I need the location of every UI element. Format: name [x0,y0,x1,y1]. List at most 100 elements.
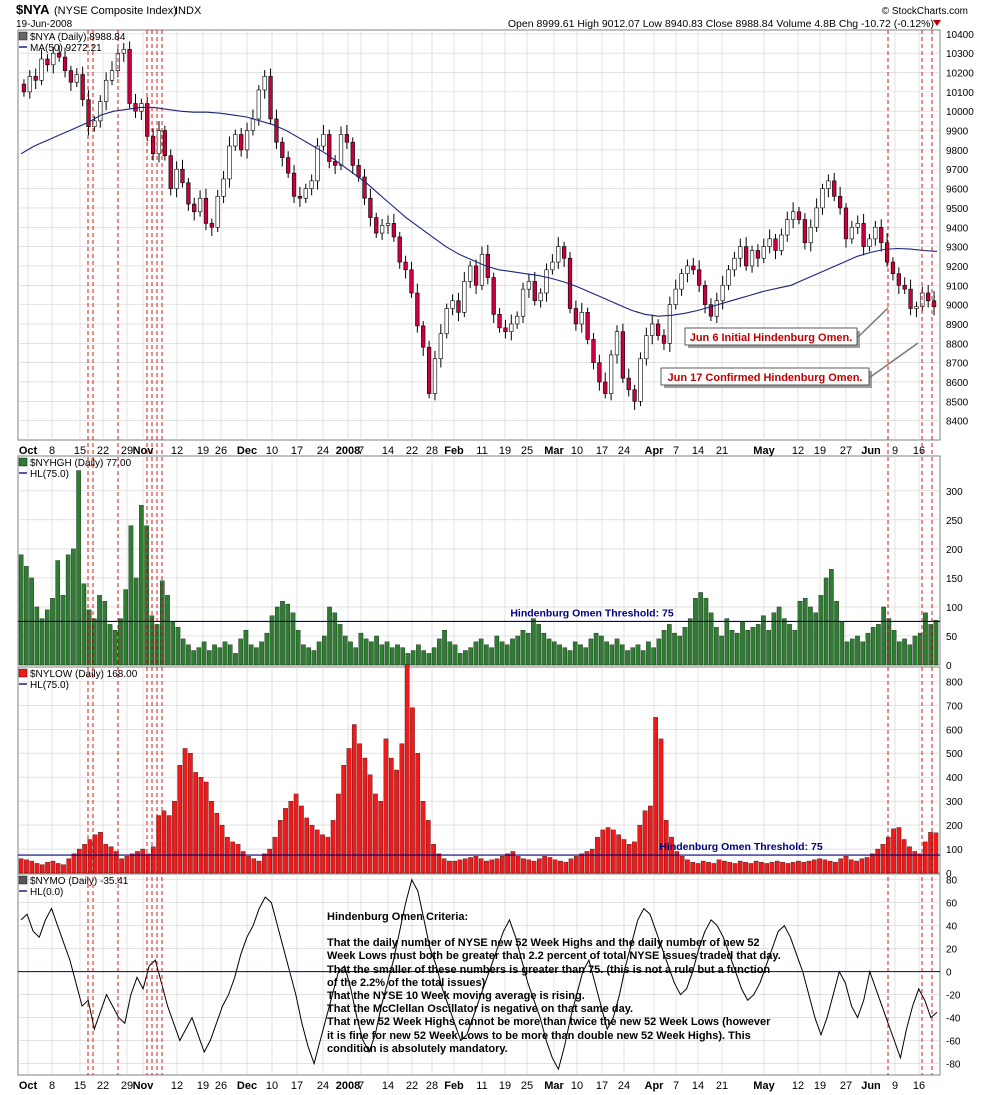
bar [677,635,683,666]
bar [191,650,196,666]
y-tick-label: 800 [946,677,963,688]
bar [416,644,421,666]
bar [254,647,259,666]
candle [409,269,414,294]
bar [238,638,243,666]
x-month-label: Oct [19,1080,38,1092]
candle [397,236,402,263]
callout-pointer [856,307,889,339]
candle [244,130,250,151]
bar [658,738,664,874]
y-tick-label: 8600 [946,378,969,389]
bar [922,841,928,874]
bar [796,860,801,874]
bar [714,627,719,666]
bar [264,632,270,666]
y-tick-label: 9100 [946,281,969,292]
candle [655,323,661,336]
bar [123,589,128,666]
criteria-line: That the McClellan Oscillator is negativ… [327,1003,634,1016]
bar [478,858,484,874]
quote-summary: Open 8999.61 High 9012.07 Low 8940.83 Cl… [508,18,934,30]
bar [626,844,632,874]
bar [907,644,913,666]
bar [421,650,426,666]
callout-box [660,367,870,386]
bar [217,647,223,666]
ma50-line [20,106,938,317]
bar [251,858,257,874]
x-day-label: 19 [814,1080,826,1092]
candle [873,226,878,240]
bar [635,644,641,666]
bar [734,632,740,666]
x-day-label: 10 [571,445,583,457]
bar [357,743,362,874]
bar [719,635,724,666]
bar [227,644,233,666]
candle [673,288,678,305]
criteria-line: Week Lows must both be greater than 2.2 … [327,950,781,963]
candle [573,308,579,325]
candle [98,101,103,122]
x-day-label: 12 [171,445,183,457]
y-tick-label: 9900 [946,127,969,138]
bar [870,853,875,874]
bar [452,860,458,874]
callout-label: Jun 17 Confirmed Hindenburg Omen. [668,372,863,384]
bar [928,832,933,874]
criteria-line: it is fine for new 52 Week Lows to be mo… [327,1029,751,1042]
bar [706,862,711,874]
candle [503,327,508,332]
candle [726,269,731,286]
candle [203,197,209,224]
y-tick-label: 300 [946,797,963,808]
candle [591,339,596,363]
y-tick-label: 10400 [946,30,974,41]
bar [426,653,432,666]
bar [50,860,56,874]
x-day-label: 7 [673,445,679,457]
bar [441,858,447,874]
exchange-label: INDX [175,5,202,17]
bar [404,664,410,874]
y-tick-label: 300 [946,487,963,498]
bar [700,860,706,874]
bar [473,641,479,666]
bar [875,848,881,874]
bar [753,860,759,874]
legend-series: MA(50) 9272.21 [30,43,102,54]
bar [290,612,296,666]
candle [379,225,385,234]
candle [150,136,156,155]
bar [61,864,66,874]
bar [547,857,553,874]
bar [690,862,695,874]
bar [604,641,609,666]
bar [415,753,421,874]
y-tick-label: 8500 [946,397,969,408]
candle [884,242,890,263]
bar [546,638,552,666]
x-day-label: 27 [840,1080,852,1092]
y-tick-label: 700 [946,701,963,712]
candle [438,333,443,360]
bar [309,824,315,874]
bar [687,618,693,666]
candle [385,223,391,226]
bar [759,862,764,874]
bar [674,851,680,874]
y-tick-label: 8900 [946,320,969,331]
bar [311,650,317,666]
candle [714,300,719,317]
candle [221,178,226,197]
y-tick-label: 400 [946,773,963,784]
bar [362,757,368,874]
y-tick-label: 9400 [946,223,969,234]
y-tick-label: 10000 [946,107,974,118]
bar [384,641,390,666]
bar [558,860,563,874]
candle [80,74,85,100]
x-month-label: Mar [544,1080,564,1092]
